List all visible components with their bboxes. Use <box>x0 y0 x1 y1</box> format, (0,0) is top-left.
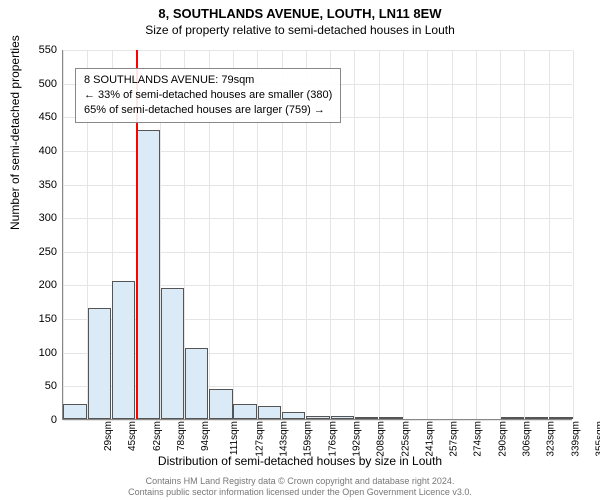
xtick-label: 62sqm <box>148 421 163 451</box>
xtick-label: 274sqm <box>469 421 484 457</box>
y-axis-label: Number of semi-detached properties <box>8 35 22 230</box>
ytick-label: 350 <box>39 179 63 191</box>
gridline-v <box>427 50 428 419</box>
gridline-v <box>500 50 501 419</box>
footer-line-2: Contains public sector information licen… <box>0 487 600 498</box>
xtick-label: 355sqm <box>590 421 600 457</box>
xtick-label: 290sqm <box>493 421 508 457</box>
xtick-label: 176sqm <box>323 421 338 457</box>
gridline-v <box>379 50 380 419</box>
chart-title: 8, SOUTHLANDS AVENUE, LOUTH, LN11 8EW <box>0 0 600 21</box>
ytick-label: 450 <box>39 111 63 123</box>
xtick-label: 127sqm <box>250 421 265 457</box>
bar <box>525 417 549 419</box>
x-axis-label: Distribution of semi-detached houses by … <box>0 454 600 468</box>
xtick-label: 306sqm <box>518 421 533 457</box>
xtick-label: 29sqm <box>99 421 114 451</box>
ytick-label: 500 <box>39 78 63 90</box>
gridline-v <box>549 50 550 419</box>
gridline-v <box>63 50 64 419</box>
chart-subtitle: Size of property relative to semi-detach… <box>0 21 600 37</box>
bar <box>233 404 257 419</box>
xtick-label: 241sqm <box>420 421 435 457</box>
bar <box>209 389 233 419</box>
gridline-v <box>452 50 453 419</box>
bar <box>63 404 87 419</box>
ytick-label: 400 <box>39 145 63 157</box>
info-line-1: 8 SOUTHLANDS AVENUE: 79sqm <box>84 73 332 88</box>
xtick-label: 78sqm <box>172 421 187 451</box>
xtick-label: 159sqm <box>299 421 314 457</box>
xtick-label: 323sqm <box>542 421 557 457</box>
bar <box>306 416 330 419</box>
ytick-label: 300 <box>39 212 63 224</box>
info-line-2: ← 33% of semi-detached houses are smalle… <box>84 88 332 103</box>
chart-container: 8, SOUTHLANDS AVENUE, LOUTH, LN11 8EW Si… <box>0 0 600 500</box>
gridline-v <box>476 50 477 419</box>
bar <box>282 412 306 419</box>
bar <box>331 416 355 419</box>
gridline-h <box>63 50 572 51</box>
xtick-label: 208sqm <box>372 421 387 457</box>
info-line-3: 65% of semi-detached houses are larger (… <box>84 103 332 118</box>
ytick-label: 550 <box>39 44 63 56</box>
xtick-label: 192sqm <box>348 421 363 457</box>
ytick-label: 200 <box>39 279 63 291</box>
bar <box>355 417 379 419</box>
xtick-label: 45sqm <box>123 421 138 451</box>
bar <box>88 308 112 419</box>
xtick-label: 111sqm <box>225 421 240 455</box>
xtick-label: 339sqm <box>566 421 581 457</box>
bar <box>258 406 282 419</box>
gridline-v <box>524 50 525 419</box>
bar <box>379 417 403 419</box>
ytick-label: 250 <box>39 246 63 258</box>
ytick-label: 0 <box>51 414 63 426</box>
bar <box>136 130 160 419</box>
bar <box>549 417 573 419</box>
bar <box>112 281 136 419</box>
xtick-label: 94sqm <box>196 421 211 451</box>
ytick-label: 100 <box>39 347 63 359</box>
bar <box>185 348 209 419</box>
bar <box>161 288 185 419</box>
xtick-label: 257sqm <box>445 421 460 457</box>
info-box: 8 SOUTHLANDS AVENUE: 79sqm ← 33% of semi… <box>75 68 341 123</box>
gridline-v <box>573 50 574 419</box>
ytick-label: 150 <box>39 313 63 325</box>
bar <box>501 417 525 419</box>
ytick-label: 50 <box>45 380 63 392</box>
xtick-label: 225sqm <box>396 421 411 457</box>
footer-line-1: Contains HM Land Registry data © Crown c… <box>0 476 600 487</box>
gridline-v <box>403 50 404 419</box>
xtick-label: 143sqm <box>275 421 290 457</box>
gridline-v <box>354 50 355 419</box>
plot-area: 05010015020025030035040045050055029sqm45… <box>62 50 572 420</box>
footer: Contains HM Land Registry data © Crown c… <box>0 476 600 498</box>
